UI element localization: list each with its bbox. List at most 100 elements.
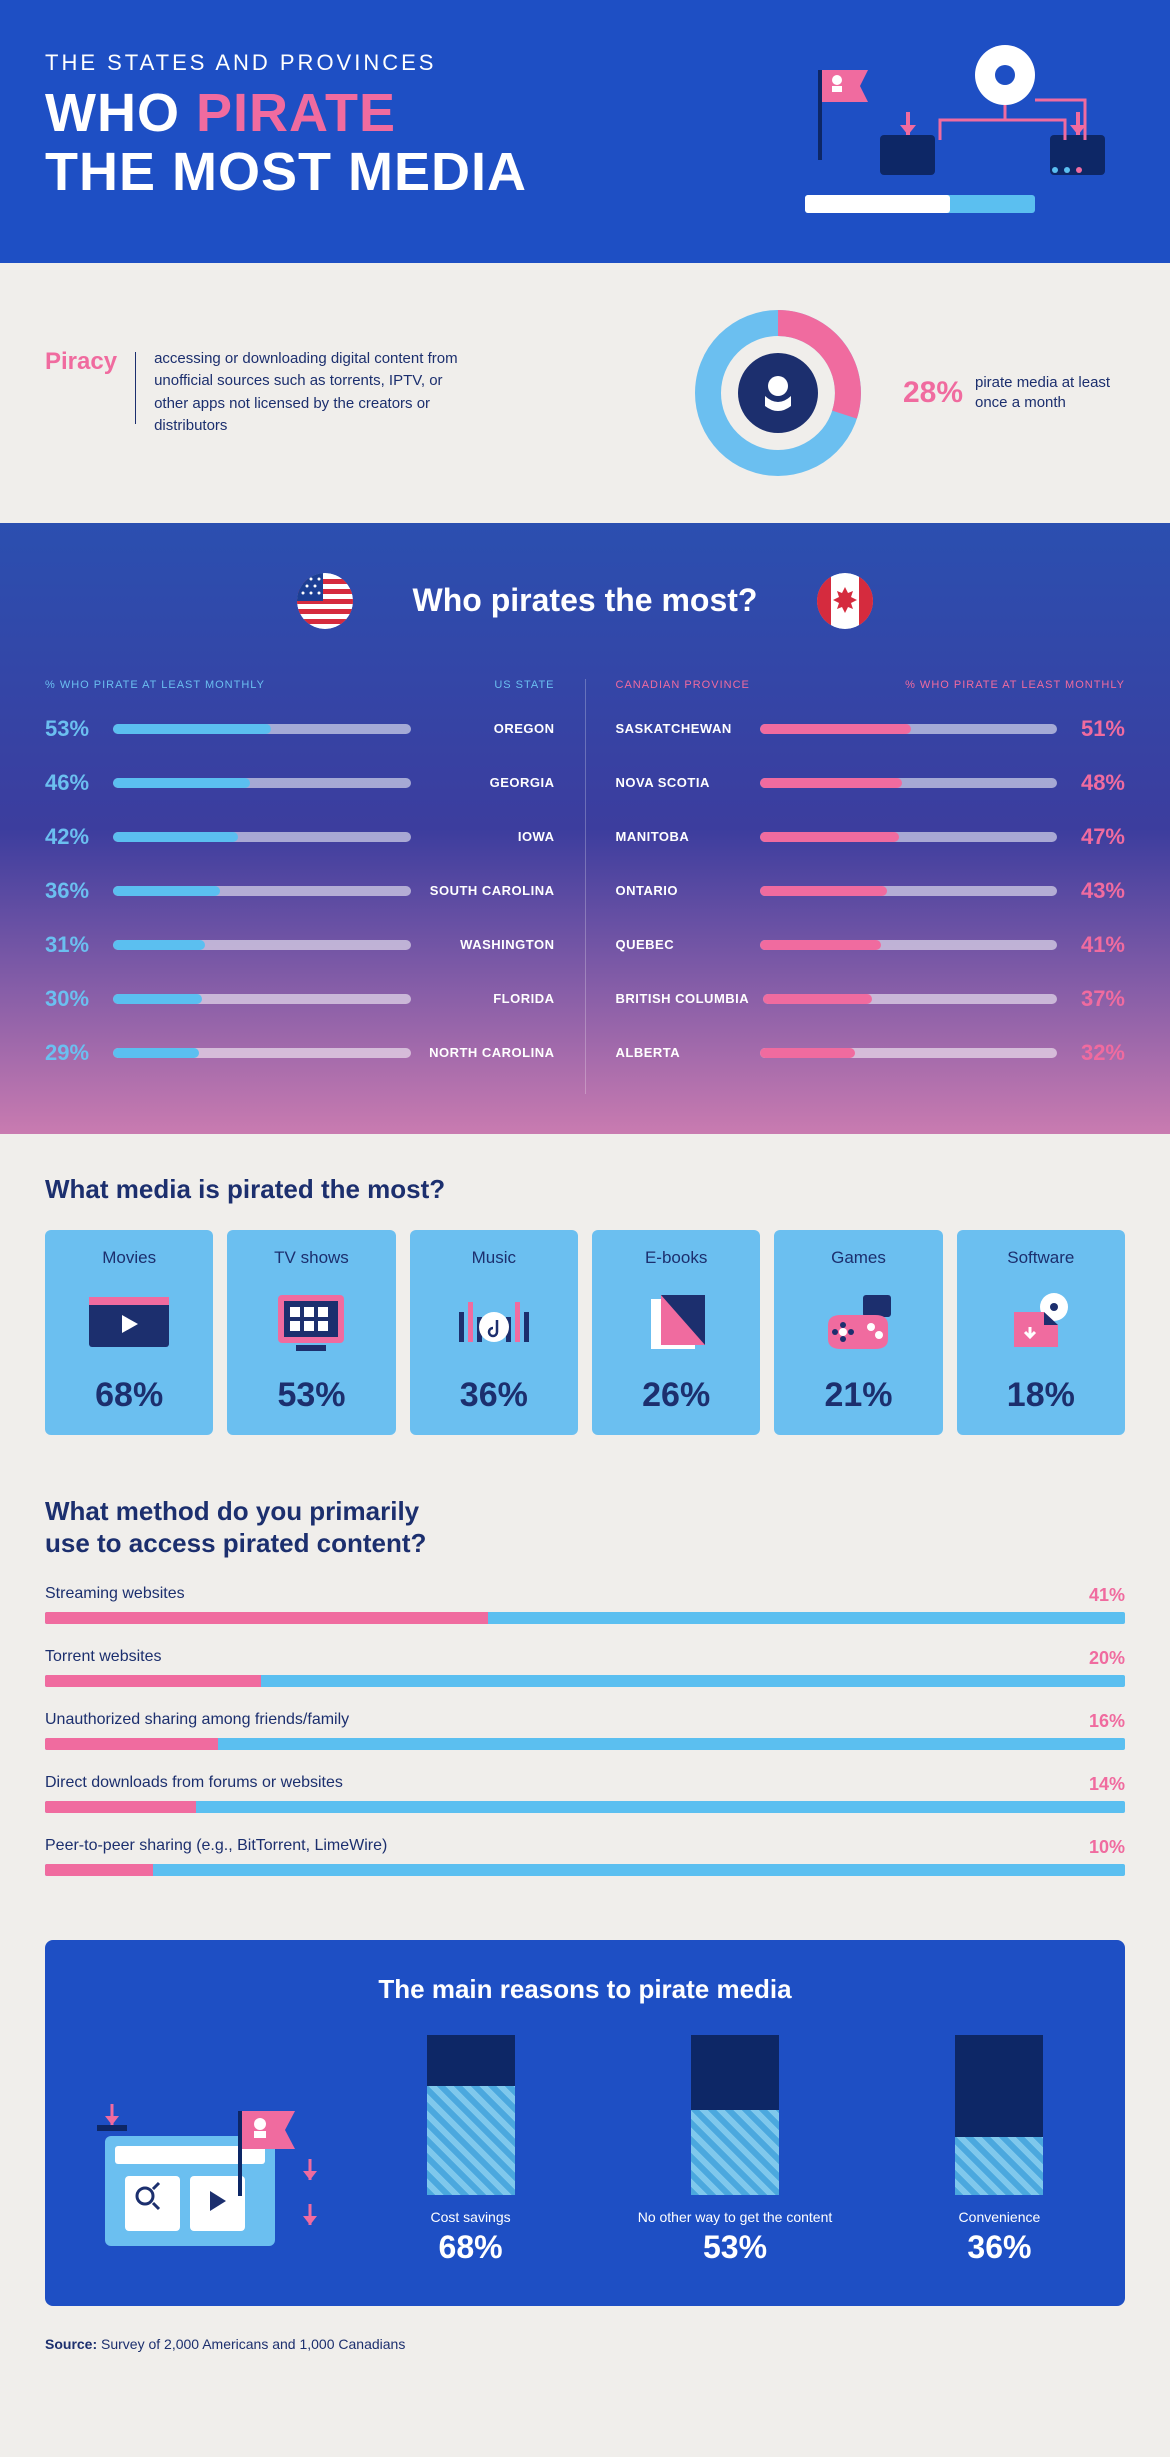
bar-pct: 43% bbox=[1071, 878, 1125, 904]
province-label: QUEBEC bbox=[616, 937, 746, 952]
media-pct: 36% bbox=[422, 1376, 566, 1415]
media-name: Music bbox=[422, 1248, 566, 1268]
bar-pct: 29% bbox=[45, 1040, 99, 1066]
us-state-row: 29% NORTH CAROLINA bbox=[45, 1040, 555, 1066]
method-label: Peer-to-peer sharing (e.g., BitTorrent, … bbox=[45, 1837, 387, 1858]
method-label: Torrent websites bbox=[45, 1648, 162, 1669]
method-title: What method do you primarilyuse to acces… bbox=[45, 1495, 505, 1560]
header: THE STATES AND PROVINCES WHO PIRATE THE … bbox=[0, 0, 1170, 263]
media-pct: 26% bbox=[604, 1376, 748, 1415]
method-track bbox=[45, 1738, 1125, 1750]
method-pct: 14% bbox=[1089, 1774, 1125, 1795]
media-icon bbox=[239, 1282, 383, 1362]
media-pct: 53% bbox=[239, 1376, 383, 1415]
ca-province-row: ONTARIO 43% bbox=[616, 878, 1126, 904]
bar-track bbox=[113, 994, 411, 1004]
media-pct: 18% bbox=[969, 1376, 1113, 1415]
reasons-section: The main reasons to pirate media Cost sa… bbox=[45, 1940, 1125, 2306]
method-label: Streaming websites bbox=[45, 1585, 185, 1606]
media-card: Music 36% bbox=[410, 1230, 578, 1435]
header-graphic-icon bbox=[805, 40, 1125, 220]
bar-track bbox=[760, 886, 1058, 896]
media-icon bbox=[57, 1282, 201, 1362]
province-label: MANITOBA bbox=[616, 829, 746, 844]
province-label: SASKATCHEWAN bbox=[616, 721, 746, 736]
method-pct: 41% bbox=[1089, 1585, 1125, 1606]
bar-track bbox=[113, 778, 411, 788]
piracy-label: Piracy bbox=[45, 348, 117, 376]
reason-bar: No other way to get the content 53% bbox=[638, 2035, 833, 2266]
media-card: Games 21% bbox=[774, 1230, 942, 1435]
method-row: Direct downloads from forums or websites… bbox=[45, 1774, 1125, 1813]
media-pct: 21% bbox=[786, 1376, 930, 1415]
reason-label: Convenience bbox=[959, 2209, 1041, 2225]
bar-track bbox=[113, 832, 411, 842]
definition-section: Piracy accessing or downloading digital … bbox=[0, 263, 1170, 523]
compare-section: Who pirates the most? % WHO PIRATE AT LE… bbox=[0, 523, 1170, 1134]
bar-track bbox=[113, 724, 411, 734]
bar-pct: 53% bbox=[45, 716, 99, 742]
method-track bbox=[45, 1801, 1125, 1813]
piracy-definition: accessing or downloading digital content… bbox=[154, 348, 474, 438]
reason-bar: Convenience 36% bbox=[955, 2035, 1043, 2266]
ca-province-row: NOVA SCOTIA 48% bbox=[616, 770, 1126, 796]
bar-track bbox=[760, 1048, 1058, 1058]
state-label: GEORGIA bbox=[425, 775, 555, 790]
media-name: TV shows bbox=[239, 1248, 383, 1268]
canada-flag-icon bbox=[817, 573, 873, 629]
bar-track bbox=[113, 886, 411, 896]
media-icon bbox=[422, 1282, 566, 1362]
reason-pct: 53% bbox=[703, 2229, 767, 2266]
method-row: Unauthorized sharing among friends/famil… bbox=[45, 1711, 1125, 1750]
ca-province-row: SASKATCHEWAN 51% bbox=[616, 716, 1126, 742]
ca-province-row: QUEBEC 41% bbox=[616, 932, 1126, 958]
media-name: E-books bbox=[604, 1248, 748, 1268]
method-track bbox=[45, 1864, 1125, 1876]
bar-track bbox=[760, 940, 1058, 950]
stat-pct: 28% bbox=[903, 376, 963, 410]
bar-track bbox=[760, 778, 1058, 788]
reason-label: Cost savings bbox=[430, 2209, 510, 2225]
province-label: ALBERTA bbox=[616, 1045, 746, 1060]
media-section: What media is pirated the most? Movies 6… bbox=[0, 1134, 1170, 1475]
media-title: What media is pirated the most? bbox=[45, 1174, 1125, 1205]
bar-track bbox=[113, 1048, 411, 1058]
us-state-row: 31% WASHINGTON bbox=[45, 932, 555, 958]
stat-text: pirate media at least once a month bbox=[975, 373, 1125, 412]
bar-pct: 31% bbox=[45, 932, 99, 958]
state-label: WASHINGTON bbox=[425, 937, 555, 952]
bar-pct: 32% bbox=[1071, 1040, 1125, 1066]
media-card: TV shows 53% bbox=[227, 1230, 395, 1435]
bar-pct: 30% bbox=[45, 986, 99, 1012]
state-label: OREGON bbox=[425, 721, 555, 736]
media-name: Movies bbox=[57, 1248, 201, 1268]
reasons-title: The main reasons to pirate media bbox=[85, 1974, 1085, 2005]
us-column: % WHO PIRATE AT LEAST MONTHLY US STATE 5… bbox=[45, 679, 555, 1094]
method-pct: 20% bbox=[1089, 1648, 1125, 1669]
media-icon bbox=[604, 1282, 748, 1362]
us-state-row: 42% IOWA bbox=[45, 824, 555, 850]
bar-track bbox=[760, 832, 1058, 842]
province-label: ONTARIO bbox=[616, 883, 746, 898]
state-label: SOUTH CAROLINA bbox=[425, 883, 555, 898]
bar-track bbox=[763, 994, 1057, 1004]
province-label: BRITISH COLUMBIA bbox=[616, 991, 750, 1006]
bar-pct: 51% bbox=[1071, 716, 1125, 742]
ca-province-row: MANITOBA 47% bbox=[616, 824, 1126, 850]
method-label: Direct downloads from forums or websites bbox=[45, 1774, 343, 1795]
reason-label: No other way to get the content bbox=[638, 2209, 833, 2225]
donut-chart-icon bbox=[693, 308, 863, 478]
bar-pct: 48% bbox=[1071, 770, 1125, 796]
ca-province-row: BRITISH COLUMBIA 37% bbox=[616, 986, 1126, 1012]
state-label: IOWA bbox=[425, 829, 555, 844]
media-pct: 68% bbox=[57, 1376, 201, 1415]
reasons-illustration-icon bbox=[85, 2086, 345, 2266]
method-pct: 10% bbox=[1089, 1837, 1125, 1858]
reason-pct: 36% bbox=[967, 2229, 1031, 2266]
us-state-row: 30% FLORIDA bbox=[45, 986, 555, 1012]
source-line: Source: Survey of 2,000 Americans and 1,… bbox=[0, 2336, 1170, 2392]
compare-title: Who pirates the most? bbox=[413, 582, 758, 619]
state-label: NORTH CAROLINA bbox=[425, 1045, 555, 1060]
method-track bbox=[45, 1675, 1125, 1687]
province-label: NOVA SCOTIA bbox=[616, 775, 746, 790]
